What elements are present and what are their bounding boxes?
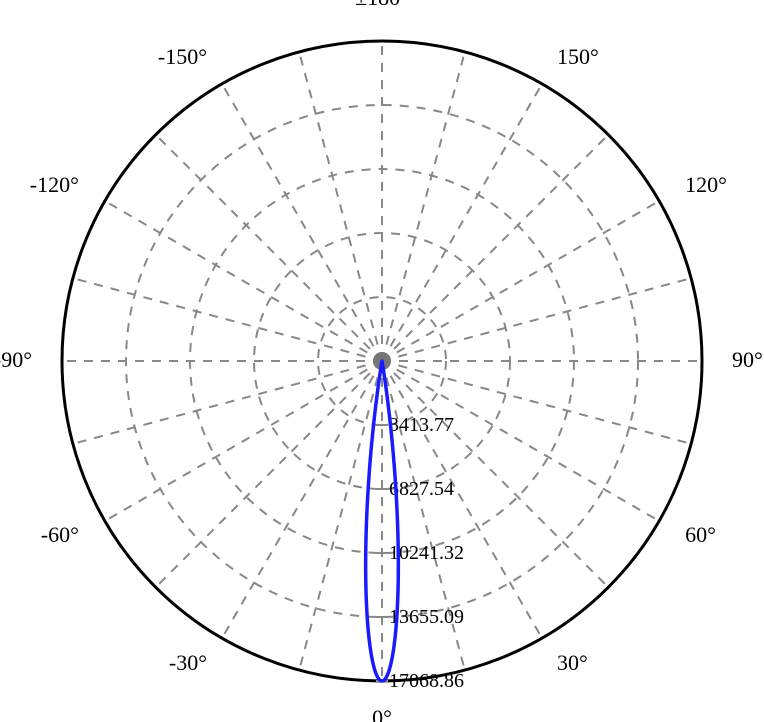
ring-label: 6827.54 (389, 478, 454, 500)
angle-label: 0° (372, 705, 392, 722)
ring-label: 17068.86 (389, 670, 464, 692)
angle-label: 150° (557, 44, 599, 69)
angle-label: 90° (732, 347, 763, 372)
angle-label: -90° (0, 347, 32, 372)
angle-label: -60° (41, 522, 79, 547)
angle-label: ±180° (355, 0, 409, 10)
angle-label: 60° (685, 522, 716, 547)
angle-label: 120° (685, 172, 727, 197)
angle-label: -30° (169, 650, 207, 675)
angle-label: 30° (557, 650, 588, 675)
ring-label: 10241.32 (389, 542, 464, 564)
angle-label: -120° (30, 172, 79, 197)
ring-label: 3413.77 (389, 414, 454, 436)
polar-chart: 3413.77 6827.54 10241.32 13655.09 17068.86 0°… (0, 0, 764, 722)
ring-label: 13655.09 (389, 606, 464, 628)
angle-label: -150° (158, 44, 207, 69)
